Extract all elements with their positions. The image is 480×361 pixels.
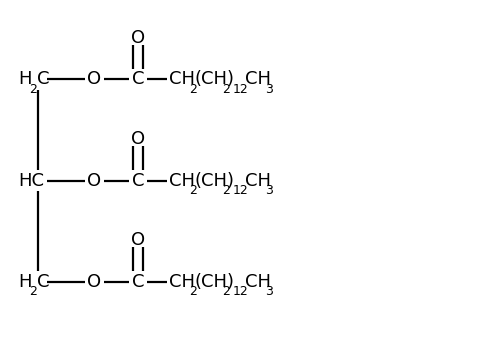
- Text: 12: 12: [233, 285, 249, 298]
- Text: HC: HC: [18, 171, 44, 190]
- Text: CH: CH: [169, 171, 195, 190]
- Text: O: O: [87, 171, 102, 190]
- Text: H: H: [18, 70, 32, 88]
- Text: CH: CH: [245, 70, 271, 88]
- Text: (CH: (CH: [194, 171, 228, 190]
- Text: ): ): [227, 171, 234, 190]
- Text: 2: 2: [222, 184, 229, 197]
- Text: CH: CH: [245, 171, 271, 190]
- Text: (CH: (CH: [194, 70, 228, 88]
- Text: 12: 12: [233, 83, 249, 96]
- Text: CH: CH: [169, 273, 195, 291]
- Text: C: C: [132, 171, 144, 190]
- Text: C: C: [132, 70, 144, 88]
- Text: H: H: [18, 273, 32, 291]
- Text: O: O: [131, 130, 145, 148]
- Text: 2: 2: [189, 83, 197, 96]
- Text: 2: 2: [29, 285, 36, 298]
- Text: C: C: [37, 273, 49, 291]
- Text: O: O: [131, 29, 145, 47]
- Text: CH: CH: [245, 273, 271, 291]
- Text: 2: 2: [189, 184, 197, 197]
- Text: 3: 3: [265, 285, 273, 298]
- Text: ): ): [227, 273, 234, 291]
- Text: O: O: [87, 273, 102, 291]
- Text: O: O: [87, 70, 102, 88]
- Text: 2: 2: [189, 285, 197, 298]
- Text: 2: 2: [222, 83, 229, 96]
- Text: 2: 2: [29, 83, 36, 96]
- Text: O: O: [131, 231, 145, 249]
- Text: 3: 3: [265, 184, 273, 197]
- Text: ): ): [227, 70, 234, 88]
- Text: (CH: (CH: [194, 273, 228, 291]
- Text: 3: 3: [265, 83, 273, 96]
- Text: CH: CH: [169, 70, 195, 88]
- Text: C: C: [132, 273, 144, 291]
- Text: C: C: [37, 70, 49, 88]
- Text: 2: 2: [222, 285, 229, 298]
- Text: 12: 12: [233, 184, 249, 197]
